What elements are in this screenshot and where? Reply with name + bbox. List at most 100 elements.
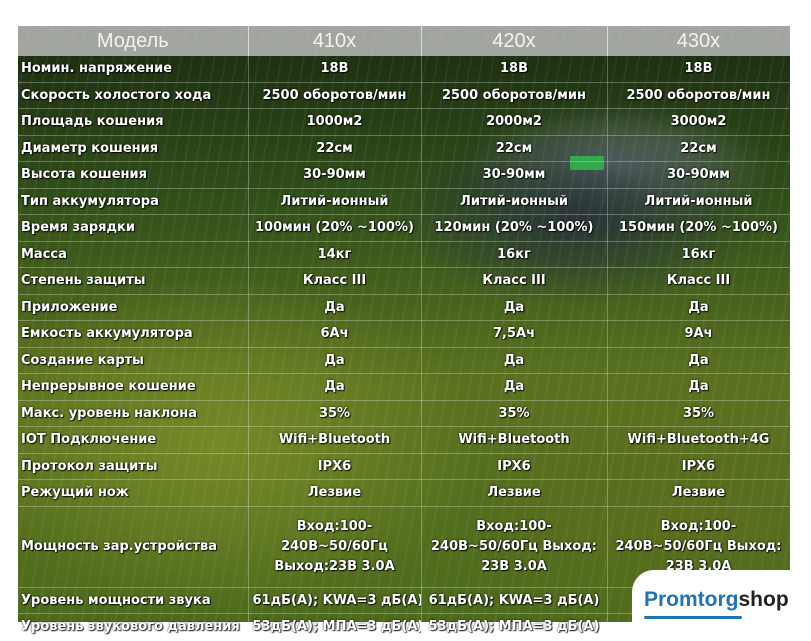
row-label: Создание карты [18,347,249,374]
cell: Да [607,347,791,374]
row-label: Приложение [18,294,249,321]
row-label: Уровень мощности звука [18,587,249,614]
header-model: Модель [18,26,249,56]
logo-text-part1: Promtorg [644,588,739,611]
logo-text: Promtorgshop [644,588,789,612]
cell: IPX6 [421,453,608,480]
cell: 2500 оборотов/мин [607,82,791,109]
cell: 18В [248,56,422,83]
header-410x: 410x [248,26,422,56]
cell: Wifi+Bluetooth [248,426,422,454]
spec-table: Модель 410x 420x 430x Номин. напряжение 1… [18,26,791,641]
cell: 2500 оборотов/мин [248,82,422,109]
table-row-charger: Мощность зар.устройства Вход:100-240В~50/… [18,506,791,588]
row-label: Непрерывное кошение [18,373,249,401]
cell: Да [248,294,422,321]
cell: 22см [248,135,422,162]
cell: 2500 оборотов/мин [421,82,608,109]
cell: 150мин (20% ~100%) [607,214,791,242]
cell: Литий-ионный [248,188,422,215]
cell: Да [607,294,791,321]
cell: Класс III [248,267,422,295]
header-430x: 430x [607,26,791,56]
table-row: Время зарядки 100мин (20% ~100%) 120мин (2… [18,214,791,242]
header-row: Модель 410x 420x 430x [18,26,791,56]
cell: Вход:100-240В~50/60Гц Выход: 23В 3.0А [421,506,608,588]
table-row: IOT Подключение Wifi+Bluetooth Wifi+Blueto… [18,426,791,454]
cell: 14кг [248,241,422,268]
table-row: Высота кошения 30-90мм 30-90мм 30-90мм [18,161,791,189]
table-row: Площадь кошения 1000м2 2000м2 3000м2 [18,108,791,136]
cell: 53дБ(А); МПА=3 дБ(А) [421,613,608,641]
cell: 61дБ(А); KWA=3 дБ(А) [421,587,608,614]
cell: Да [421,347,608,374]
cell: 16кг [421,241,608,268]
cell: Лезвие [421,479,608,507]
cell: 3000м2 [607,108,791,136]
cell: 35% [421,400,608,427]
cell: Да [607,373,791,401]
cell: IPX6 [248,453,422,480]
table-row: Степень защиты Класс III Класс III Класс II… [18,267,791,295]
row-label: Емкость аккумулятора [18,320,249,348]
cell: 30-90мм [607,161,791,189]
row-label: Уровень звукового давления [18,613,249,641]
cell: Литий-ионный [421,188,608,215]
row-label: Мощность зар.устройства [18,506,249,588]
table-row: Непрерывное кошение Да Да Да [18,373,791,401]
table-row: Протокол защиты IPX6 IPX6 IPX6 [18,453,791,480]
table-row: Макс. уровень наклона 35% 35% 35% [18,400,791,427]
cell: Да [421,373,608,401]
cell: 35% [607,400,791,427]
cell: Вход:100-240В~50/60Гц Выход:23В 3.0А [248,506,422,588]
cell: 35% [248,400,422,427]
row-label: Площадь кошения [18,108,249,136]
cell: 1000м2 [248,108,422,136]
cell: Литий-ионный [607,188,791,215]
cell: 100мин (20% ~100%) [248,214,422,242]
row-label: Макс. уровень наклона [18,400,249,427]
cell: 30-90мм [248,161,422,189]
cell: 18В [607,56,791,83]
cell: 16кг [607,241,791,268]
promtorgshop-logo: Promtorgshop [632,570,811,640]
cell: 61дБ(А); KWA=3 дБ(А) [248,587,422,614]
cell: 6Ач [248,320,422,348]
cell: Класс III [421,267,608,295]
cell: 22см [421,135,608,162]
logo-text-part2: shop [738,588,789,611]
row-label: IOT Подключение [18,426,249,454]
cell: 7,5Ач [421,320,608,348]
table-row: Номин. напряжение 18В 18В 18В [18,56,791,83]
row-label: Степень защиты [18,267,249,295]
table-row: Режущий нож Лезвие Лезвие Лезвие [18,479,791,507]
row-label: Скорость холостого хода [18,82,249,109]
row-label: Масса [18,241,249,268]
cell: Да [421,294,608,321]
cell: Да [248,347,422,374]
cell: Да [248,373,422,401]
cell: 18В [421,56,608,83]
cell: 30-90мм [421,161,608,189]
cell: Лезвие [607,479,791,507]
logo-underline [644,616,742,619]
cell: Wifi+Bluetooth+4G [607,426,791,454]
row-label: Высота кошения [18,161,249,189]
cell: 2000м2 [421,108,608,136]
cell: Wifi+Bluetooth [421,426,608,454]
table-row: Диаметр кошения 22см 22см 22см [18,135,791,162]
cell: 22см [607,135,791,162]
table-row: Тип аккумулятора Литий-ионный Литий-ионный… [18,188,791,215]
table-row: Приложение Да Да Да [18,294,791,321]
cell: Лезвие [248,479,422,507]
table-row: Создание карты Да Да Да [18,347,791,374]
row-label: Протокол защиты [18,453,249,480]
row-label: Режущий нож [18,479,249,507]
cell: 9Ач [607,320,791,348]
cell: 120мин (20% ~100%) [421,214,608,242]
row-label: Диаметр кошения [18,135,249,162]
cell: 53дБ(А); МПА=3 дБ(А) [248,613,422,641]
table-row: Масса 14кг 16кг 16кг [18,241,791,268]
cell: IPX6 [607,453,791,480]
row-label: Тип аккумулятора [18,188,249,215]
